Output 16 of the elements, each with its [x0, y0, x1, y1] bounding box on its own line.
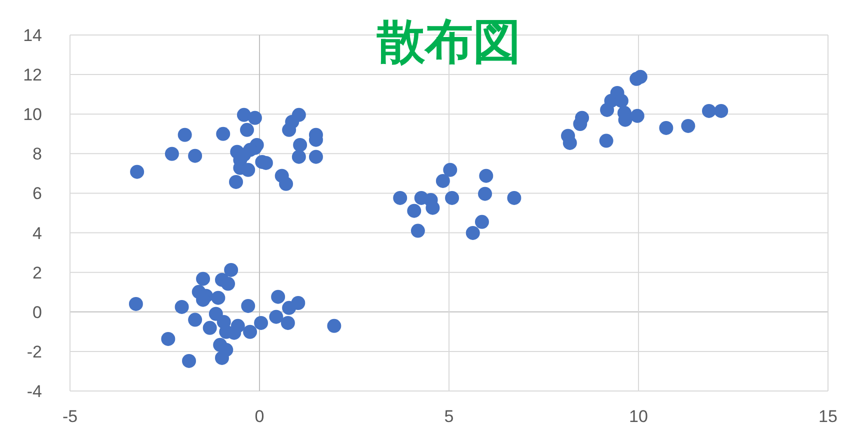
y-tick-label: 0 — [32, 302, 42, 322]
y-tick-label: -4 — [26, 382, 42, 401]
y-tick-label: 2 — [32, 263, 42, 282]
y-tick-label: 8 — [32, 144, 42, 164]
y-tick-label: 4 — [32, 224, 42, 243]
x-tick-label: 5 — [444, 407, 454, 426]
x-tick-label: 0 — [254, 407, 264, 426]
y-tick-label: 14 — [23, 26, 42, 45]
x-tick-label: 15 — [818, 407, 838, 426]
x-tick-label: 10 — [629, 407, 648, 426]
y-tick-label: 10 — [23, 105, 42, 124]
y-tick-label: -2 — [26, 342, 42, 362]
x-tick-label: -5 — [62, 407, 78, 426]
chart-title: 散布図 — [376, 14, 521, 70]
y-tick-label: 6 — [32, 184, 42, 204]
y-tick-label: 12 — [23, 66, 42, 85]
